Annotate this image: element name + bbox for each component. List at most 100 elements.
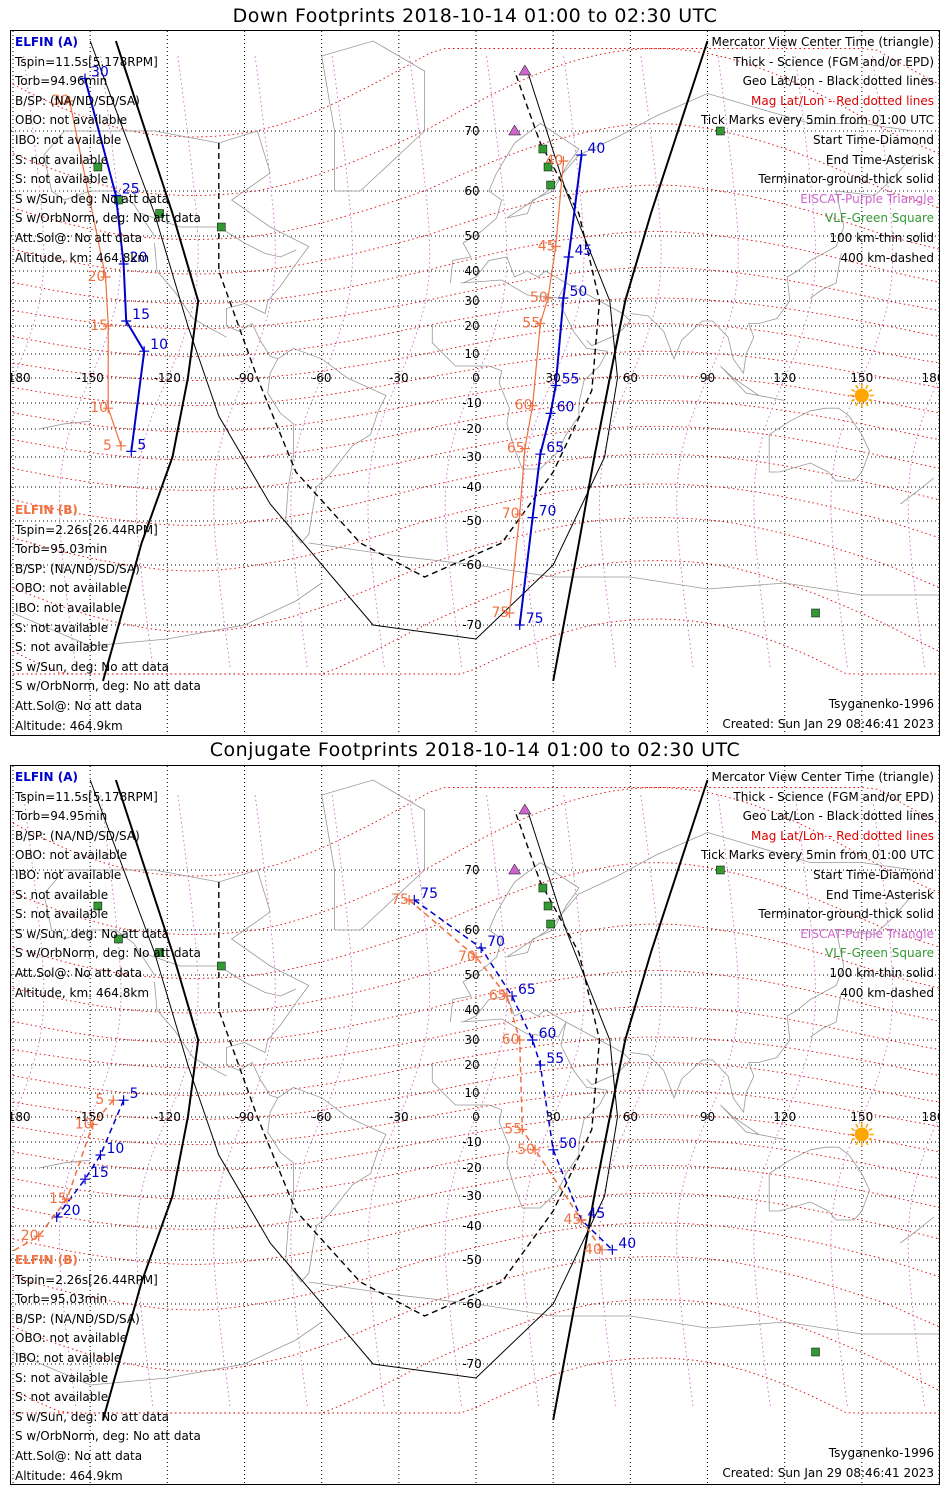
lat-tick-label: -70 — [462, 1357, 482, 1371]
elfin-b-label: ELFIN (B) — [15, 1253, 78, 1267]
info-line: S: not available — [15, 887, 109, 902]
terminator — [552, 40, 709, 682]
legend-item: Geo Lat/Lon - Black dotted lines — [742, 809, 934, 824]
track-tick-mark — [95, 1150, 106, 1160]
info-line: Tspin=2.26s[26.44RPM] — [15, 1272, 158, 1287]
track-tick-mark — [558, 156, 569, 166]
info-line: Tspin=11.5s[5.178RPM] — [15, 54, 158, 69]
legend-item: EISCAT-Purple Triangle — [800, 191, 934, 206]
track-tick-label: 75 — [491, 605, 509, 621]
track-tick-label: 60 — [515, 398, 533, 414]
info-line: Altitude: 464.9km — [15, 718, 123, 733]
track-tick-mark — [576, 1215, 587, 1225]
coastline — [810, 992, 842, 1038]
track-tick-label: 50 — [559, 1136, 577, 1152]
lat-tick-label: 20 — [464, 1058, 479, 1072]
info-line: Att.Sol@: No att data — [15, 1448, 143, 1463]
coastline — [768, 1146, 871, 1221]
coastline — [12, 1321, 322, 1386]
track-tick-label: 55 — [546, 1051, 564, 1067]
track-tick-label: 25 — [122, 182, 140, 198]
track-tick-mark — [103, 403, 114, 414]
lat-tick-label: 50 — [464, 229, 479, 243]
legend-item: 100 km-thin solid — [829, 230, 934, 245]
track-tick-mark — [103, 321, 114, 331]
circle-400km — [218, 809, 601, 1317]
track-tick-mark — [62, 1194, 73, 1204]
track-tick-label: 5 — [137, 437, 146, 453]
track-tick-mark — [121, 316, 132, 326]
lon-tick-label: -90 — [235, 371, 255, 385]
legend-item: Mercator View Center Time (triangle) — [711, 770, 934, 784]
info-line: S w/OrbNorm, deg: No att data — [15, 946, 201, 961]
mag-parallel — [12, 267, 939, 330]
lon-tick-label: 90 — [700, 371, 715, 385]
lon-tick-label: 180 — [922, 1110, 940, 1124]
circle-100km — [89, 779, 619, 1379]
coastline — [43, 869, 387, 1283]
coastline — [141, 213, 297, 258]
legend-item: 400 km-dashed — [840, 985, 934, 1000]
coastline — [720, 365, 785, 401]
track-tick-mark — [514, 620, 525, 630]
vlf-square — [716, 865, 725, 875]
track-tick-label: 50 — [569, 284, 587, 300]
info-line: OBO: not available — [15, 1331, 128, 1346]
track-tick-label: 60 — [539, 1026, 557, 1042]
coastline — [321, 779, 425, 931]
track-tick-label: 10 — [106, 1141, 124, 1157]
lat-tick-label: 30 — [464, 294, 479, 308]
legend-item: Mercator View Center Time (triangle) — [711, 35, 934, 49]
legend-item: Start Time-Diamond — [812, 867, 934, 882]
lat-tick-label: -40 — [462, 1219, 482, 1233]
mag-meridian — [753, 55, 816, 668]
coastline — [431, 1021, 608, 1209]
track-tick-label: 30 — [52, 93, 70, 109]
coastline — [630, 893, 914, 1114]
track-tick-label: 75 — [420, 886, 438, 902]
panel-title-conjugate: Conjugate Footprints 2018-10-14 01:00 to… — [209, 739, 741, 761]
elfin-b-info: ELFIN (B) Tspin=2.26s[26.44RPM] Torb=95.… — [15, 1251, 201, 1484]
lat-tick-label: -10 — [462, 1135, 482, 1149]
track-tick-label: 65 — [489, 988, 507, 1004]
info-line: S: not available — [15, 907, 109, 922]
info-line: B/SP: (NA/ND/SD/SA) — [15, 561, 140, 576]
track-tick-mark — [576, 150, 587, 160]
model-label: Tsyganenko-1996 — [828, 1446, 934, 1460]
coastline — [768, 407, 871, 482]
info-line: OBO: not available — [15, 848, 128, 863]
info-line: S w/Sun, deg: No att data — [15, 926, 169, 941]
model-label: Tsyganenko-1996 — [828, 697, 934, 711]
lat-tick-label: 60 — [464, 184, 479, 198]
lon-tick-label: -30 — [389, 371, 409, 385]
mag-meridian — [58, 55, 122, 668]
legend-item: End Time-Asterisk — [825, 887, 934, 902]
info-line: S: not available — [15, 172, 109, 187]
legend-item: Mag Lat/Lon - Red dotted lines — [750, 828, 934, 843]
legend-item: Geo Lat/Lon - Black dotted lines — [742, 74, 934, 89]
track-tick-label: 55 — [562, 372, 580, 388]
track-tick-label: 45 — [563, 1212, 581, 1228]
coastline — [720, 1104, 785, 1140]
mag-parallel — [12, 862, 939, 979]
track-tick-mark — [607, 1244, 618, 1255]
info-line: S w/OrbNorm, deg: No att data — [15, 211, 201, 226]
lon-tick-label: -60 — [312, 1110, 332, 1124]
track-tick-mark — [80, 73, 91, 84]
track-tick-label: 70 — [502, 506, 520, 522]
mag-parallel — [12, 425, 939, 491]
track-tick-label: 30 — [91, 65, 109, 81]
coastline — [38, 1159, 91, 1169]
lon-tick-label: 30 — [546, 371, 561, 385]
mag-meridian — [830, 55, 894, 668]
lon-tick-label: -60 — [312, 371, 332, 385]
track-tick-label: 20 — [88, 269, 106, 285]
lat-tick-label: -40 — [462, 480, 482, 494]
info-line: S w/OrbNorm, deg: No att data — [15, 679, 201, 694]
coastline — [900, 1216, 935, 1244]
sun-ray — [851, 1127, 856, 1132]
info-line: OBO: not available — [15, 581, 128, 596]
track-tick-mark — [558, 293, 569, 303]
down-footprints-panel: -180 -150 -120 -90 -60 -30 0 30 60 90 120 150 180 70 6… — [10, 30, 940, 736]
conjugate-footprints-panel: -180 -150 -120 -90 -60 -30 0 30 60 90 120 150 180 70 6… — [10, 765, 940, 1485]
